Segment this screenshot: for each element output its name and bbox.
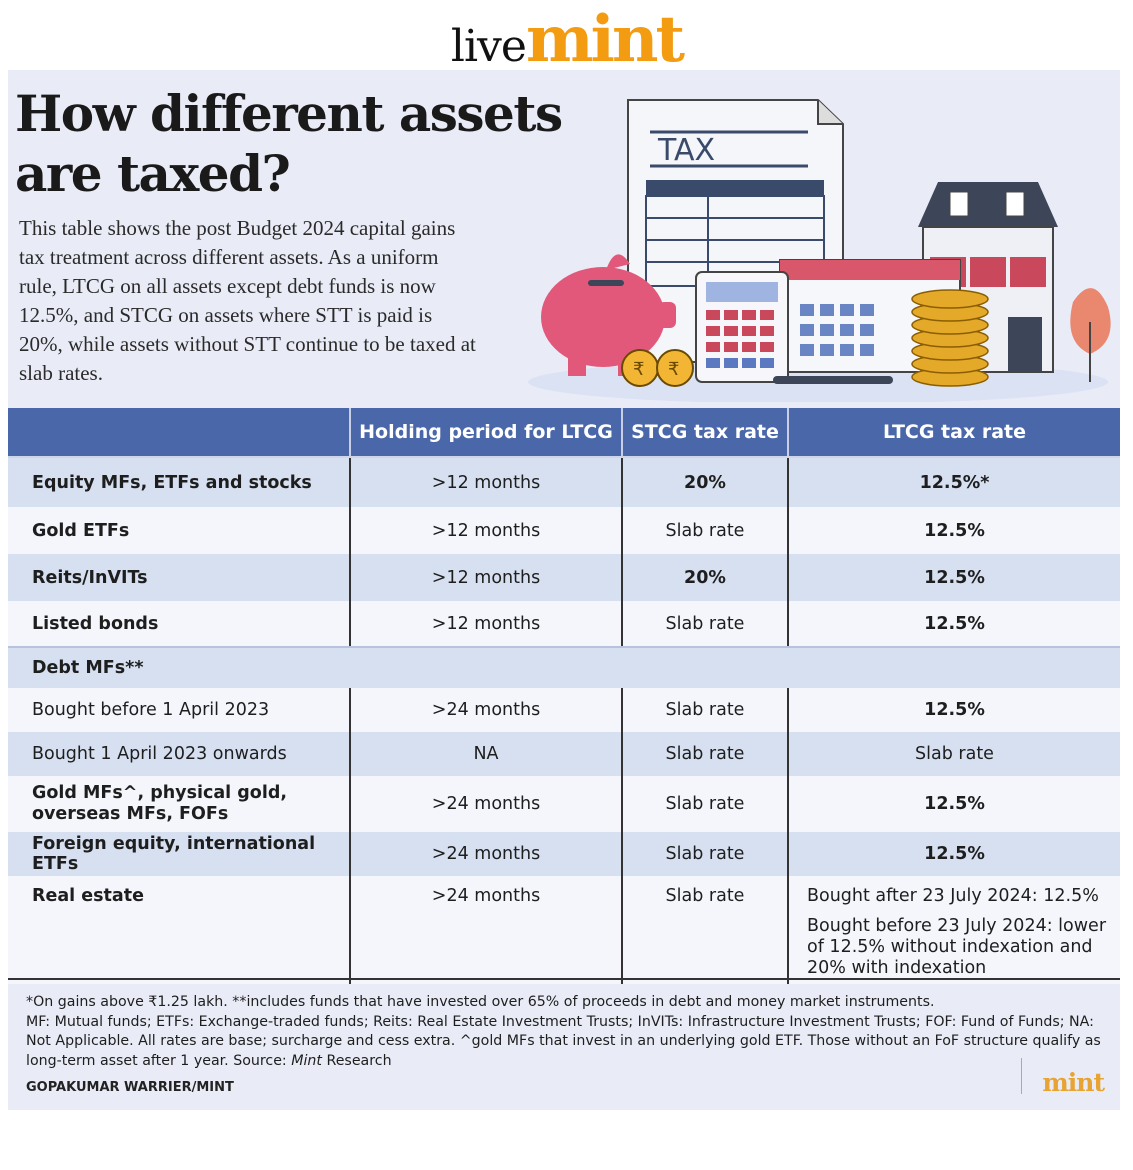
stcg-cell: Slab rate xyxy=(623,507,789,554)
ltcg-cell: 12.5% xyxy=(924,794,985,814)
infographic-panel: How different assets are taxed? This tab… xyxy=(8,70,1120,1110)
asset-cell: Listed bonds xyxy=(8,601,351,646)
headline: How different assets are taxed? xyxy=(15,84,563,203)
ltcg-cell: 12.5%* xyxy=(919,472,990,493)
header-ltcg: LTCG tax rate xyxy=(882,421,1026,443)
asset-cell: Equity MFs, ETFs and stocks xyxy=(8,458,351,507)
tax-table: Holding period for LTCG STCG tax rate LT… xyxy=(8,408,1120,984)
holding-cell: >12 months xyxy=(351,554,623,601)
svg-text:₹: ₹ xyxy=(633,359,644,380)
ltcg-cell: 12.5% xyxy=(924,613,985,634)
ltcg-cell: 12.5% xyxy=(924,520,985,541)
footer-divider xyxy=(1021,1058,1022,1094)
holding-cell: >12 months xyxy=(351,601,623,646)
footnote-source: Mint xyxy=(291,1052,322,1069)
table-row: Foreign equity, international ETFs >24 m… xyxy=(8,832,1120,876)
logo-live: live xyxy=(450,21,527,72)
holding-cell: >12 months xyxy=(351,458,623,507)
ltcg-cell: Bought after 23 July 2024: 12.5% Bought … xyxy=(789,876,1120,984)
footer-mint-logo: mint xyxy=(1042,1068,1105,1097)
credit: GOPAKUMAR WARRIER/MINT xyxy=(26,1080,234,1095)
stcg-cell: Slab rate xyxy=(623,876,789,984)
stcg-cell: Slab rate xyxy=(623,832,789,876)
intro-text: This table shows the post Budget 2024 ca… xyxy=(19,216,476,385)
tax-illustration: TAX xyxy=(528,99,1111,402)
stcg-cell: Slab rate xyxy=(623,688,789,732)
table-row: Gold ETFs >12 months Slab rate 12.5% xyxy=(8,507,1120,554)
svg-text:₹: ₹ xyxy=(668,359,679,380)
table-row: Real estate >24 months Slab rate Bought … xyxy=(8,876,1120,984)
table-row: Bought before 1 April 2023 >24 months Sl… xyxy=(8,688,1120,732)
stcg-cell: Slab rate xyxy=(623,732,789,776)
ltcg-cell: 12.5% xyxy=(924,844,985,864)
logo-mint: mint xyxy=(525,2,685,77)
livemint-logo: livemint xyxy=(0,2,1133,77)
holding-cell: >24 months xyxy=(351,876,623,984)
stcg-cell: Slab rate xyxy=(623,601,789,646)
table-row: Equity MFs, ETFs and stocks >12 months 2… xyxy=(8,458,1120,507)
ltcg-cell: Slab rate xyxy=(915,744,994,764)
footnote-definitions: MF: Mutual funds; ETFs: Exchange-traded … xyxy=(26,1013,1101,1069)
holding-cell: NA xyxy=(351,732,623,776)
asset-cell: Reits/InVITs xyxy=(8,554,351,601)
footnote-research: Research xyxy=(321,1052,392,1069)
table-row: Reits/InVITs >12 months 20% 12.5% xyxy=(8,554,1120,601)
holding-cell: >24 months xyxy=(351,776,623,832)
table-row: Listed bonds >12 months Slab rate 12.5% xyxy=(8,601,1120,646)
asset-cell: Real estate xyxy=(8,876,351,984)
asset-cell: Foreign equity, international ETFs xyxy=(8,832,351,876)
asset-cell: Gold MFs^, physical gold, overseas MFs, … xyxy=(8,776,351,832)
section-debt-mfs: Debt MFs** xyxy=(8,646,1120,688)
header-asset xyxy=(8,408,351,456)
ltcg-cell: 12.5% xyxy=(924,700,985,720)
footnote-line-1: *On gains above ₹1.25 lakh. **includes f… xyxy=(26,994,935,1010)
ltcg-before-line: Bought before 23 July 2024: lower of 12.… xyxy=(807,916,1107,978)
asset-cell: Bought 1 April 2023 onwards xyxy=(8,732,351,776)
footnote: *On gains above ₹1.25 lakh. **includes f… xyxy=(8,978,1120,1071)
ltcg-cell: 12.5% xyxy=(924,567,985,588)
stcg-cell: 20% xyxy=(623,458,789,507)
holding-cell: >24 months xyxy=(351,688,623,732)
header-holding-period: Holding period for LTCG xyxy=(351,408,623,456)
asset-cell: Gold ETFs xyxy=(8,507,351,554)
table-row: Gold MFs^, physical gold, overseas MFs, … xyxy=(8,776,1120,832)
table-header: Holding period for LTCG STCG tax rate LT… xyxy=(8,408,1120,458)
header-stcg: STCG tax rate xyxy=(623,408,789,456)
stcg-cell: Slab rate xyxy=(623,776,789,832)
footnote-line-2: MF: Mutual funds; ETFs: Exchange-traded … xyxy=(26,1013,1102,1072)
ltcg-after-line: Bought after 23 July 2024: 12.5% xyxy=(807,886,1099,906)
holding-cell: >12 months xyxy=(351,507,623,554)
asset-cell: Bought before 1 April 2023 xyxy=(8,688,351,732)
table-row: Bought 1 April 2023 onwards NA Slab rate… xyxy=(8,732,1120,776)
svg-text:TAX: TAX xyxy=(657,133,715,168)
holding-cell: >24 months xyxy=(351,832,623,876)
stcg-cell: 20% xyxy=(623,554,789,601)
